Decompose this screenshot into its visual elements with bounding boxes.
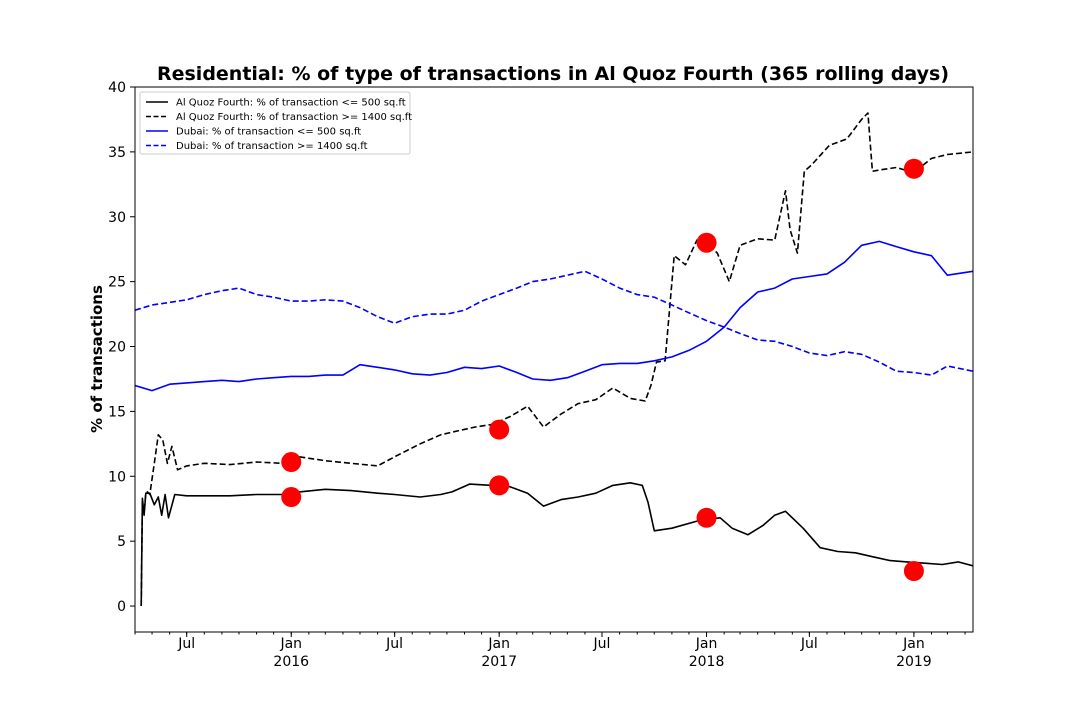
x-tick-label: Jan	[487, 636, 510, 652]
legend-label: Dubai: % of transaction <= 500 sq.ft	[176, 127, 361, 138]
x-tick-label: Jan	[902, 636, 925, 652]
plot-frame	[134, 86, 974, 633]
highlight-marker	[489, 475, 510, 496]
x-tick-label: Jul	[385, 636, 403, 652]
highlight-marker	[696, 507, 717, 528]
x-axis: Jul Jan 2016 Jul Jan 2017 Jul Jan 2018 Jul Jan 2019	[134, 632, 966, 670]
x-tick-label: Jul	[593, 636, 611, 652]
y-tick-label: 35	[108, 145, 126, 161]
highlight-marker	[903, 561, 924, 582]
y-tick-label: 5	[117, 534, 126, 550]
legend-label: Al Quoz Fourth: % of transaction >= 1400…	[176, 112, 412, 123]
y-tick-label: 40	[108, 80, 126, 96]
y-tick-label: 0	[117, 599, 126, 615]
x-tick-label: Jan	[279, 636, 302, 652]
legend-label: Dubai: % of transaction >= 1400 sq.ft	[176, 141, 368, 152]
marker-layer	[281, 158, 924, 582]
y-tick-label: 10	[108, 469, 126, 485]
x-tick-year-label: 2019	[896, 654, 932, 670]
y-tick-label: 25	[108, 275, 126, 291]
chart-title: Residential: % of type of transactions i…	[157, 63, 949, 85]
highlight-marker	[281, 487, 302, 508]
x-tick-label: Jan	[695, 636, 718, 652]
series-line-3	[135, 240, 973, 392]
series-line-2	[140, 112, 973, 607]
y-tick-label: 20	[108, 340, 126, 356]
highlight-marker	[696, 232, 717, 253]
series-layer	[135, 112, 973, 607]
highlight-marker	[489, 419, 510, 440]
y-axis: 0 5 10 15 20 25 30 35 40	[108, 80, 135, 615]
x-tick-label: Jul	[177, 636, 195, 652]
legend-label: Al Quoz Fourth: % of transaction <= 500 …	[176, 98, 406, 109]
y-tick-label: 30	[108, 210, 126, 226]
x-tick-label: Jul	[800, 636, 818, 652]
x-tick-year-label: 2017	[481, 654, 517, 670]
series-line-1	[140, 482, 973, 607]
x-tick-year-label: 2016	[273, 654, 309, 670]
highlight-marker	[903, 158, 924, 179]
y-tick-label: 15	[108, 404, 126, 420]
legend: Al Quoz Fourth: % of transaction <= 500 …	[139, 91, 412, 155]
highlight-marker	[281, 452, 302, 473]
x-tick-year-label: 2018	[689, 654, 725, 670]
series-line-4	[135, 270, 973, 376]
y-axis-label: % of transactions	[88, 285, 106, 433]
legend-box	[139, 91, 411, 155]
